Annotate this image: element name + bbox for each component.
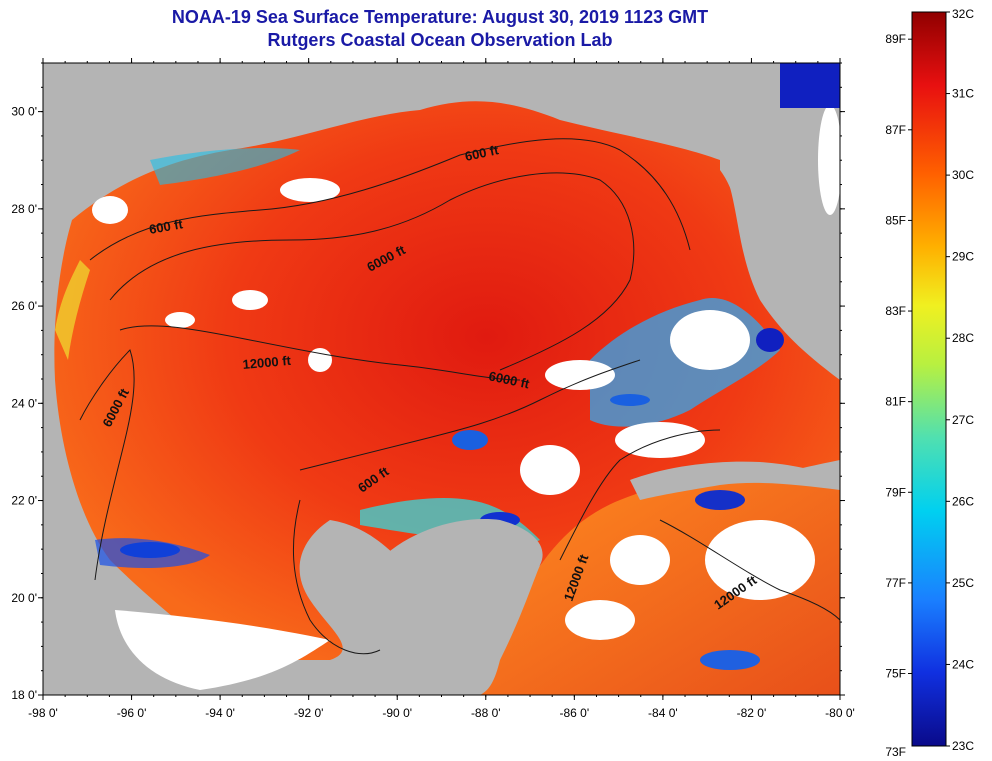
- cloud-cover: [92, 105, 840, 690]
- celsius-label: 26C: [952, 494, 974, 508]
- lon-tick-label: -96 0': [117, 706, 147, 720]
- lat-tick-label: 24 0': [11, 396, 37, 410]
- fahrenheit-label: 87F: [885, 123, 906, 137]
- lat-tick-label: 18 0': [11, 688, 37, 702]
- gulf-water: [54, 101, 840, 691]
- cool-band-yellow-west: [55, 260, 90, 360]
- fahrenheit-label: 77F: [885, 576, 906, 590]
- lat-tick-label: 26 0': [11, 299, 37, 313]
- celsius-label: 29C: [952, 250, 974, 264]
- contour-label: 600 ft: [148, 216, 185, 237]
- lon-tick-label: -98 0': [28, 706, 58, 720]
- lon-tick-label: -92 0': [294, 706, 324, 720]
- lat-tick-label: 20 0': [11, 591, 37, 605]
- colorbar-celsius-scale: 32C 31C 30C 29C 28C 27C 26C 25C 24C 23C: [946, 7, 974, 753]
- fahrenheit-label: 83F: [885, 304, 906, 318]
- celsius-label: 31C: [952, 87, 974, 101]
- florida-land: [720, 110, 840, 370]
- celsius-label: 25C: [952, 576, 974, 590]
- celsius-label: 28C: [952, 331, 974, 345]
- fahrenheit-label: 75F: [885, 667, 906, 681]
- lat-tick-label: 22 0': [11, 494, 37, 508]
- celsius-label: 30C: [952, 168, 974, 182]
- mexico-south-land: [43, 600, 160, 695]
- fahrenheit-label: 79F: [885, 485, 906, 499]
- lon-tick-label: -88 0': [471, 706, 501, 720]
- lon-tick-label: -86 0': [560, 706, 590, 720]
- colorbar-fahrenheit-scale: 89F 87F 85F 83F 81F 79F 77F 75F 73F: [885, 32, 912, 759]
- cuba-land: [630, 461, 840, 500]
- map-title: NOAA-19 Sea Surface Temperature: August …: [171, 7, 709, 27]
- fahrenheit-label: 89F: [885, 32, 906, 46]
- longitude-axis: -98 0' -96 0' -94 0' -92 0' -90 0' -88 0' -86 …: [28, 58, 855, 720]
- contour-label: 12000 ft: [242, 353, 292, 372]
- lat-tick-label: 28 0': [11, 202, 37, 216]
- lon-tick-label: -80 0': [825, 706, 855, 720]
- lon-tick-label: -94 0': [205, 706, 235, 720]
- lon-tick-label: -84 0': [648, 706, 678, 720]
- map-subtitle: Rutgers Coastal Ocean Observation Lab: [267, 30, 613, 50]
- lon-tick-label: -90 0': [382, 706, 412, 720]
- lat-tick-label: 30 0': [11, 105, 37, 119]
- lon-tick-label: -82 0': [737, 706, 767, 720]
- contour-label: 600 ft: [464, 142, 501, 164]
- celsius-label: 32C: [952, 7, 974, 21]
- celsius-label: 24C: [952, 657, 974, 671]
- celsius-label: 23C: [952, 739, 974, 753]
- colorbar: [911, 11, 947, 747]
- celsius-label: 27C: [952, 413, 974, 427]
- cool-coastal-band-north: [150, 148, 300, 185]
- fahrenheit-label: 81F: [885, 395, 906, 409]
- yucatan-land: [368, 519, 543, 695]
- bathymetry-contours: [79, 138, 840, 655]
- fahrenheit-label: 85F: [885, 213, 906, 227]
- latitude-axis: 30 0' 28 0' 26 0' 24 0' 22 0' 20 0' 18 0': [11, 62, 845, 702]
- fahrenheit-label: 73F: [885, 745, 906, 759]
